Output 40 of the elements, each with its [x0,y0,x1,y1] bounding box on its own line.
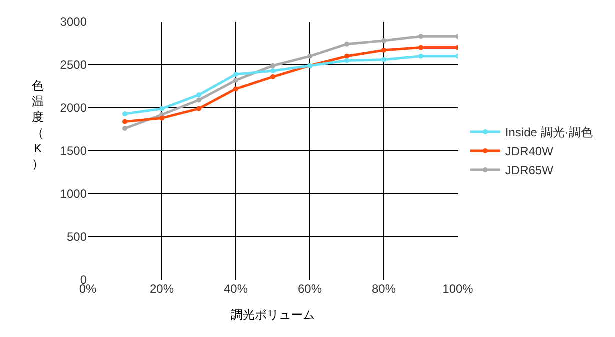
point [234,86,238,92]
y-tick-label: 2500 [60,58,88,72]
point [122,126,128,132]
point [270,68,276,74]
point [344,42,350,47]
x-tick-label: 20% [150,282,174,296]
x-tick-label: 80% [372,282,396,296]
y-axis-title: 色温度（K） [32,79,44,171]
point [196,92,202,98]
point [382,38,386,44]
y-tick-label: 2000 [60,101,88,116]
point [234,78,238,83]
y-tick-label: 1000 [60,187,88,202]
point [122,119,128,124]
x-tick-label: 60% [298,282,322,296]
point [418,54,424,59]
x-tick-label: 40% [224,282,248,296]
legend-label: JDR65W [505,164,554,178]
point [196,98,202,103]
point [418,34,424,40]
point [382,48,386,53]
y-tick-label: 3000 [60,15,88,30]
legend-label: JDR40W [505,144,554,159]
x-axis-title: 調光ボリューム [231,308,315,322]
point [122,112,128,117]
point [270,63,276,68]
point [196,106,202,112]
x-tick-label: 100% [442,282,474,296]
point [418,45,424,50]
legend-label: Inside 調光·調色 [505,126,593,140]
point [344,58,350,64]
point [382,57,386,62]
point [344,54,350,59]
point [160,106,164,112]
point [308,54,312,59]
point [270,74,276,80]
point [234,72,238,77]
point [160,116,164,121]
y-tick-label: 500 [66,230,88,244]
y-tick-label: 1500 [60,144,88,158]
